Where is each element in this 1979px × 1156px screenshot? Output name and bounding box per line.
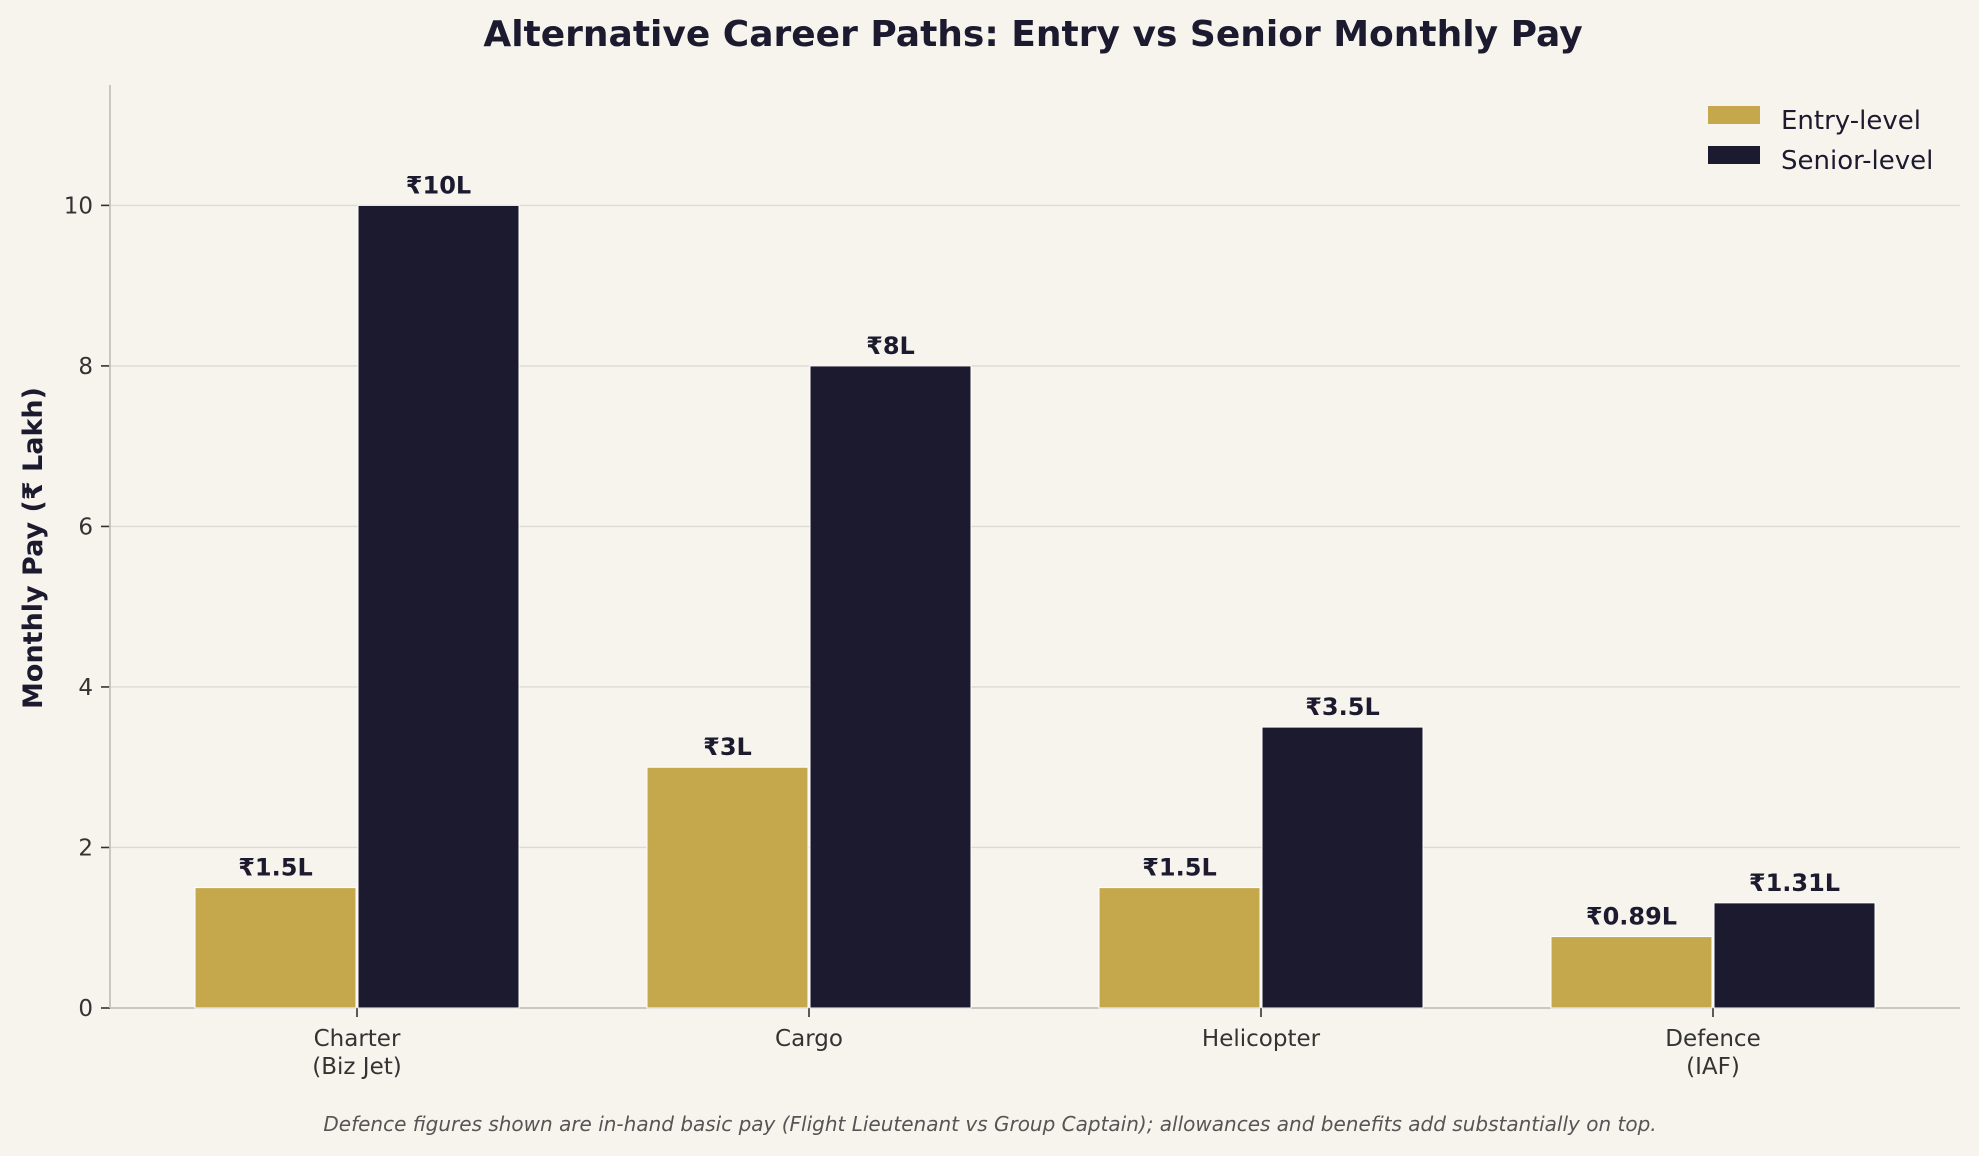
chart-title: Alternative Career Paths: Entry vs Senio… — [483, 14, 1582, 55]
value-label-senior-2: ₹3.5L — [1305, 693, 1380, 721]
value-labels: ₹1.5L ₹10L ₹3L ₹8L ₹1.5L ₹3.5L ₹0.89L ₹1.31L — [238, 171, 1840, 930]
y-axis-title: Monthly Pay (₹ Lakh) — [18, 387, 49, 709]
value-label-senior-3: ₹1.31L — [1749, 869, 1840, 897]
legend: Entry-level Senior-level — [1708, 106, 1933, 176]
bar-entry-2 — [1098, 887, 1261, 1009]
x-tick-label-1-0: Cargo — [775, 1026, 843, 1052]
x-tick-label-3-0: Defence — [1665, 1026, 1760, 1052]
y-tick-label-6: 6 — [78, 514, 93, 540]
bar-entry-3 — [1550, 936, 1713, 1009]
value-label-senior-0: ₹10L — [406, 171, 471, 199]
bar-entry-0 — [194, 887, 357, 1009]
bar-senior-0 — [357, 204, 520, 1009]
value-label-entry-3: ₹0.89L — [1586, 903, 1677, 931]
bar-senior-1 — [809, 365, 972, 1009]
x-tick-label-0-1: (Biz Jet) — [312, 1054, 401, 1080]
y-tick-label-0: 0 — [78, 996, 93, 1022]
bars — [194, 204, 1876, 1009]
bar-entry-1 — [646, 766, 809, 1009]
bar-senior-3 — [1713, 902, 1876, 1009]
legend-swatch-senior — [1708, 146, 1760, 164]
value-label-senior-1: ₹8L — [866, 332, 915, 360]
legend-label-senior: Senior-level — [1781, 146, 1933, 176]
x-tick-label-3-1: (IAF) — [1686, 1054, 1740, 1080]
x-tick-label-0-0: Charter — [314, 1026, 401, 1052]
bar-senior-2 — [1261, 726, 1424, 1009]
chart-footnote: Defence figures shown are in-hand basic … — [323, 1112, 1656, 1136]
y-tick-label-4: 4 — [78, 675, 93, 701]
value-label-entry-0: ₹1.5L — [238, 854, 313, 882]
y-tick-label-8: 8 — [78, 354, 93, 380]
value-label-entry-1: ₹3L — [703, 733, 752, 761]
legend-swatch-entry — [1708, 106, 1760, 124]
axes: 0 2 4 6 8 10 Charter(Biz Jet) Cargo Helicopter De… — [64, 85, 1960, 1080]
x-tick-label-2-0: Helicopter — [1202, 1026, 1321, 1052]
y-tick-label-10: 10 — [64, 193, 93, 219]
y-tick-label-2: 2 — [78, 835, 93, 861]
legend-label-entry: Entry-level — [1781, 106, 1921, 136]
value-label-entry-2: ₹1.5L — [1142, 854, 1217, 882]
